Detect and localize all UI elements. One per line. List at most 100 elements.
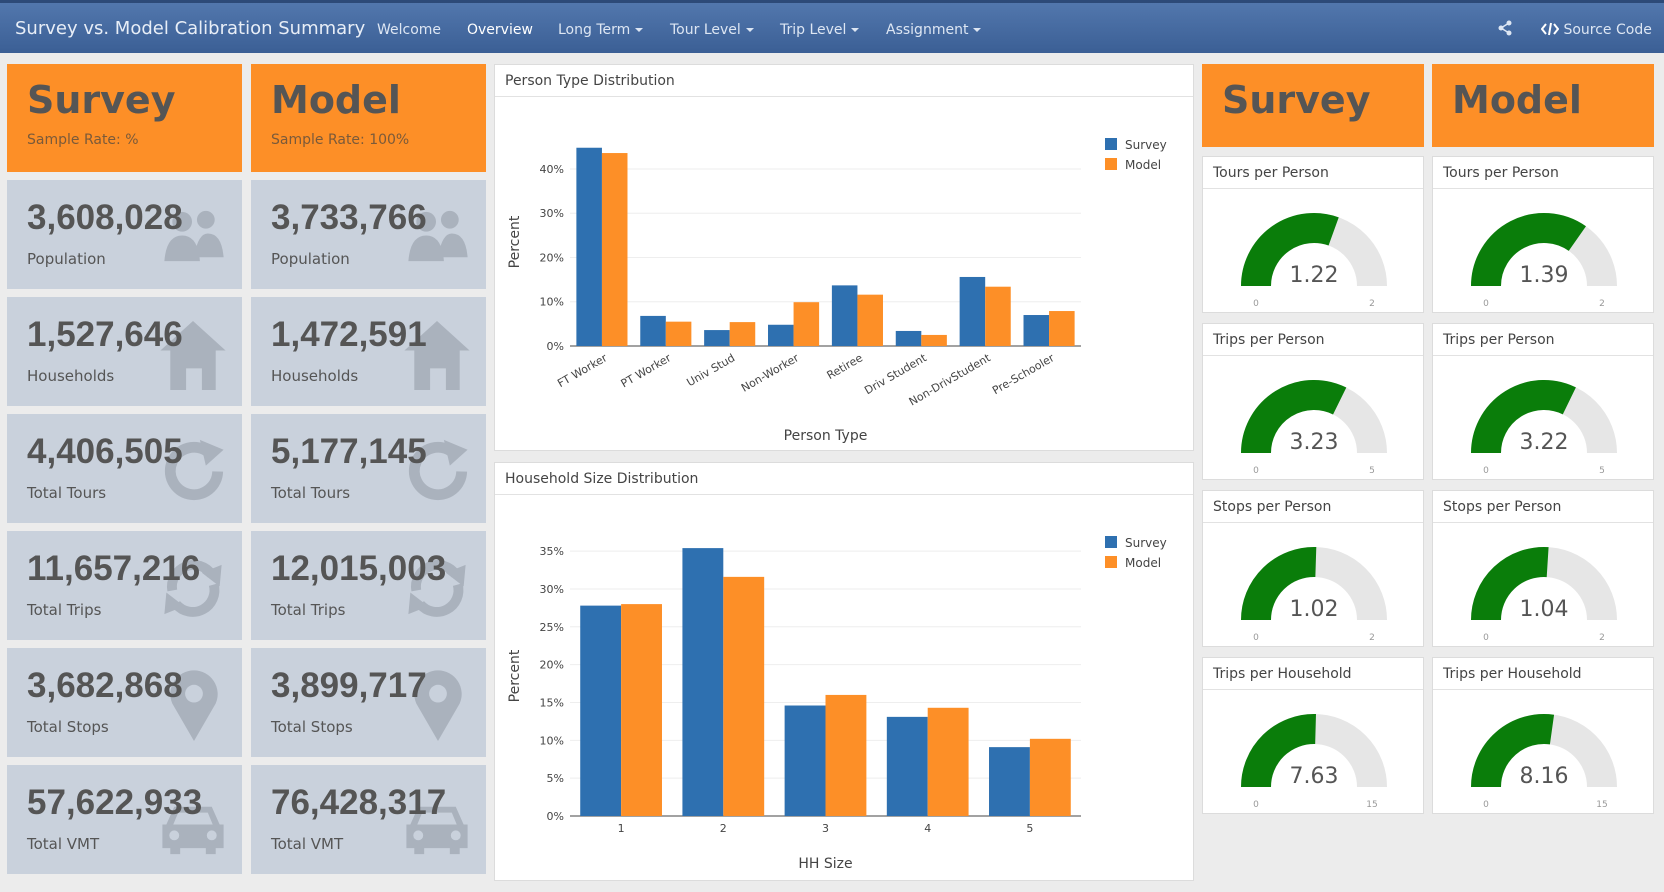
survey-header-card: Survey Sample Rate: % <box>7 64 242 172</box>
bar-model[interactable] <box>723 576 765 816</box>
bar-model[interactable] <box>825 694 867 816</box>
bar-model[interactable] <box>621 604 662 816</box>
bar-model[interactable] <box>1049 311 1075 346</box>
bar-survey[interactable] <box>886 716 928 816</box>
people-icon <box>164 210 224 262</box>
bar-survey[interactable] <box>989 747 1030 816</box>
gauge-min: 0 <box>1483 800 1489 810</box>
gauge-max: 15 <box>1596 800 1607 810</box>
model-stat-card: 76,428,317 Total VMT <box>251 765 486 874</box>
gauge-value: 7.63 <box>1290 764 1339 789</box>
y-axis-title: Percent <box>507 215 523 268</box>
y-tick-label: 5% <box>547 772 564 785</box>
bar-chart: 0% 10% 20% 30% 40% FT Worker PT Worker Univ Stu… <box>507 138 1167 444</box>
legend-label[interactable]: Model <box>1125 556 1161 570</box>
y-tick-label: 10% <box>540 734 564 747</box>
stat-label: Households <box>271 367 359 385</box>
gauge-fill <box>1471 213 1586 287</box>
nav-label: Long Term <box>558 22 631 38</box>
app-title[interactable]: Survey vs. Model Calibration Summary <box>15 18 366 39</box>
y-axis-title: Percent <box>507 649 523 702</box>
nav-overview[interactable]: Overview <box>467 22 533 38</box>
y-tick-label: 25% <box>540 621 564 634</box>
y-tick-label: 20% <box>540 251 564 264</box>
map-marker-icon <box>414 670 462 742</box>
gauge-panel: Trips per Household 7.63 0 15 <box>1202 657 1424 814</box>
caret-down-icon <box>973 28 982 32</box>
bar-survey[interactable] <box>895 330 922 346</box>
model-stat-card: 12,015,003 Total Trips <box>251 531 486 640</box>
gauge-panel: Trips per Person 3.22 0 5 <box>1432 323 1654 480</box>
legend-label[interactable]: Survey <box>1125 138 1167 152</box>
stat-label: Population <box>27 250 106 268</box>
stat-value: 11,657,216 <box>27 549 201 588</box>
source-code-label: Source Code <box>1563 22 1652 38</box>
gauge: 3.23 0 5 <box>1241 380 1387 476</box>
survey-stat-card: 1,527,646 Households <box>7 297 242 406</box>
model-header-card: Model <box>1432 64 1654 147</box>
stat-label: Households <box>27 367 115 385</box>
nav-welcome[interactable]: Welcome <box>377 22 442 38</box>
bar-chart: 0% 5% 10% 15% 20% 25% 30% 35% 1 2 3 4 5 HH Size Percen… <box>507 536 1167 872</box>
bar-model[interactable] <box>857 294 883 346</box>
share-icon[interactable] <box>1498 20 1512 40</box>
gauge: 1.04 0 2 <box>1471 547 1617 643</box>
bar-survey[interactable] <box>959 276 986 346</box>
gauge-panel: Trips per Household 8.16 0 15 <box>1432 657 1654 814</box>
bar-survey[interactable] <box>1023 315 1050 346</box>
stat-value: 3,682,868 <box>27 666 183 705</box>
gauge-panel: Stops per Person 1.02 0 2 <box>1202 490 1424 647</box>
gauge-panel: Tours per Person 1.39 0 2 <box>1432 156 1654 313</box>
survey-stat-card: 3,608,028 Population <box>7 180 242 289</box>
bar-survey[interactable] <box>576 147 602 346</box>
card-title: Model <box>271 78 401 122</box>
bar-model[interactable] <box>927 707 969 816</box>
stat-label: Total Trips <box>27 601 102 619</box>
bar-model[interactable] <box>921 334 947 346</box>
gauge-fill <box>1241 547 1317 621</box>
x-tick-label: Non-Worker <box>739 351 802 395</box>
nav-long-term[interactable]: Long Term <box>558 22 644 38</box>
x-tick-label: 5 <box>1026 822 1033 835</box>
chart-title: Person Type Distribution <box>495 65 1193 97</box>
gauge-min: 0 <box>1253 633 1259 643</box>
x-tick-label: PT Worker <box>619 351 674 390</box>
bar-survey[interactable] <box>580 605 622 816</box>
navbar: Survey vs. Model Calibration Summary Wel… <box>0 0 1664 53</box>
stat-label: Population <box>271 250 350 268</box>
x-tick-label: Retiree <box>825 351 866 382</box>
bar-survey[interactable] <box>704 330 730 346</box>
legend-label[interactable]: Model <box>1125 158 1161 172</box>
bar-model[interactable] <box>729 322 756 346</box>
nav-tour-level[interactable]: Tour Level <box>670 22 754 38</box>
gauge-value: 3.22 <box>1520 430 1569 455</box>
stat-label: Total VMT <box>27 835 100 853</box>
legend-swatch <box>1105 138 1117 150</box>
gauge-max: 2 <box>1369 633 1375 643</box>
home-icon <box>160 320 226 391</box>
bar-survey[interactable] <box>768 324 794 346</box>
bar-model[interactable] <box>601 153 628 346</box>
source-code-link[interactable]: Source Code <box>1540 22 1652 38</box>
gauge-max: 5 <box>1599 466 1605 476</box>
y-tick-label: 0% <box>547 340 564 353</box>
bar-survey[interactable] <box>682 548 724 816</box>
bar-survey[interactable] <box>831 285 858 346</box>
nav-assignment[interactable]: Assignment <box>886 22 982 38</box>
bar-survey[interactable] <box>784 705 826 816</box>
card-title: Survey <box>27 78 176 122</box>
bar-survey[interactable] <box>640 315 666 346</box>
legend-label[interactable]: Survey <box>1125 536 1167 550</box>
caret-down-icon <box>851 28 860 32</box>
bar-model[interactable] <box>665 321 692 346</box>
bar-model[interactable] <box>985 286 1011 346</box>
stat-label: Total VMT <box>271 835 344 853</box>
bar-model[interactable] <box>793 302 820 346</box>
nav-label: Tour Level <box>670 22 741 38</box>
stat-label: Total Tours <box>271 484 351 502</box>
gauge-fill <box>1241 213 1339 287</box>
gauge-min: 0 <box>1253 466 1259 476</box>
stat-label: Total Stops <box>27 718 109 736</box>
bar-model[interactable] <box>1029 738 1071 816</box>
nav-trip-level[interactable]: Trip Level <box>780 22 860 38</box>
